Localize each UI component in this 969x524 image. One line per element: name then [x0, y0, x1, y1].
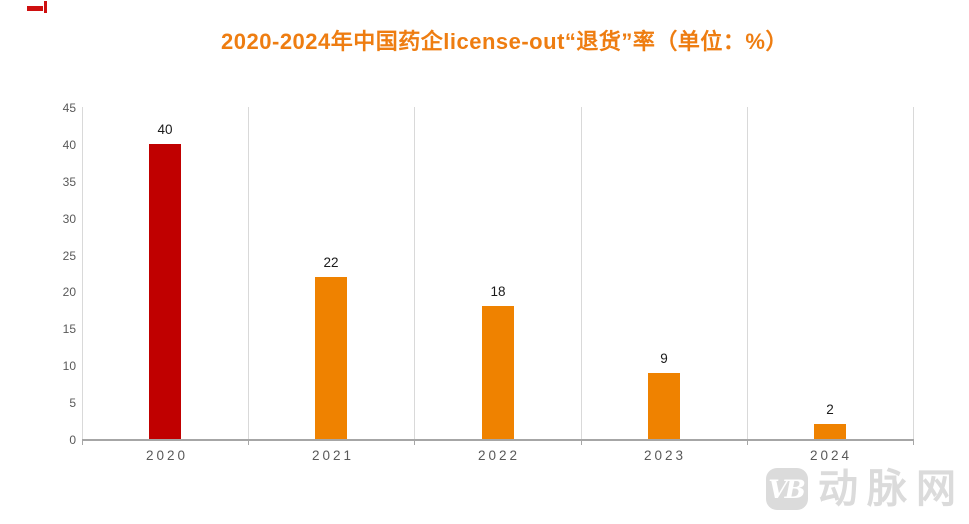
x-category-label: 2021 [311, 448, 355, 463]
y-axis-tick-label: 10 [62, 359, 76, 373]
watermark-logo-text: VB [768, 474, 805, 504]
x-category-label: 2020 [145, 448, 189, 463]
watermark-logo-icon: VB [766, 468, 808, 510]
y-axis-tick-label: 20 [62, 285, 76, 299]
x-axis-tick [248, 441, 249, 445]
bar-2022 [482, 306, 514, 439]
x-axis-tick [414, 441, 415, 445]
vertical-gridline [581, 107, 582, 439]
watermark: VB 动脉网 [766, 468, 965, 510]
bar-value-label: 40 [157, 122, 173, 137]
bar-value-label: 9 [660, 351, 668, 366]
bar-2024 [814, 424, 846, 439]
vertical-gridline [747, 107, 748, 439]
y-axis-tick-label: 5 [69, 396, 76, 410]
watermark-site-name: 动脉网 [818, 467, 965, 511]
y-axis-tick-label: 30 [62, 212, 76, 226]
chart-title: 2020-2024年中国药企license-out“退货”率（单位：%） [221, 29, 788, 54]
y-axis-tick-label: 40 [62, 138, 76, 152]
y-axis-tick-label: 0 [69, 433, 76, 447]
corner-mark-dash [27, 6, 43, 11]
x-axis-tick [747, 441, 748, 445]
y-axis-tick-label: 25 [62, 249, 76, 263]
bar-2020 [149, 144, 181, 439]
bar-value-label: 18 [490, 284, 506, 299]
x-category-label: 2023 [643, 448, 687, 463]
vertical-gridline [414, 107, 415, 439]
bar-2021 [315, 277, 347, 439]
y-axis-tick-label: 45 [62, 101, 76, 115]
x-axis-tick [913, 441, 914, 445]
y-axis-tick-label: 15 [62, 322, 76, 336]
x-axis-tick [581, 441, 582, 445]
vertical-gridline [913, 107, 914, 439]
vertical-gridline [248, 107, 249, 439]
bar-2023 [648, 373, 680, 439]
bar-value-label: 22 [323, 255, 339, 270]
x-axis-line [82, 439, 914, 441]
corner-mark-bar [44, 1, 47, 13]
x-category-label: 2022 [477, 448, 521, 463]
y-axis-tick-label: 35 [62, 175, 76, 189]
x-category-label: 2024 [809, 448, 853, 463]
bar-value-label: 2 [826, 402, 834, 417]
y-axis-line [82, 107, 83, 439]
x-axis-tick [82, 441, 83, 445]
